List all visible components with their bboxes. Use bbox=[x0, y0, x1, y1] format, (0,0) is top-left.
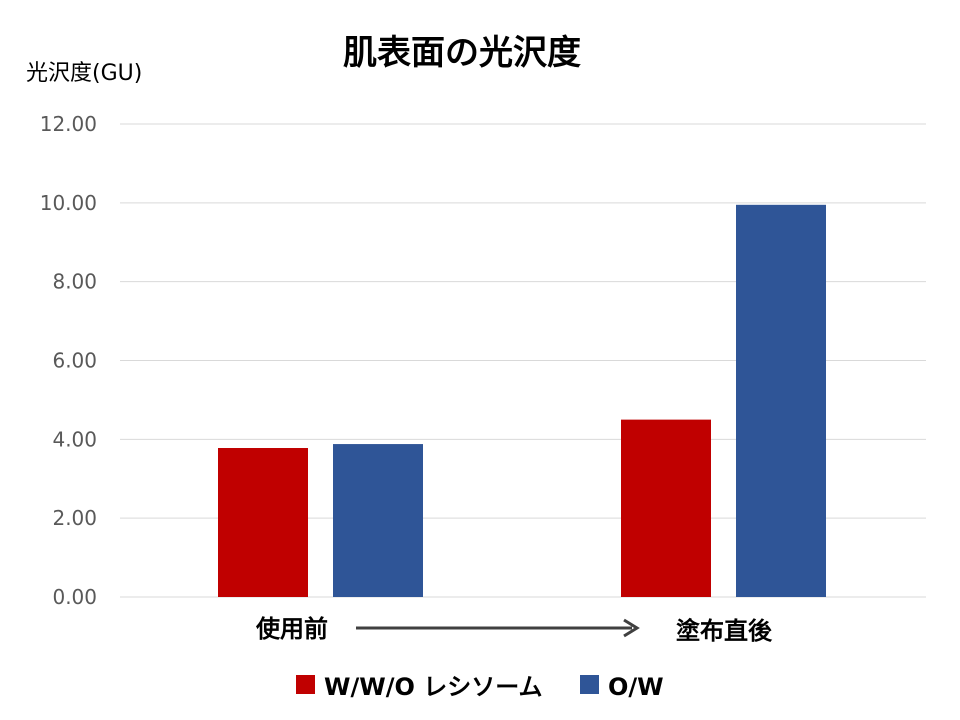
arrow-head bbox=[623, 618, 640, 638]
bar-ow-after bbox=[736, 204, 826, 597]
legend-label-wwo: W/W/O レシソーム bbox=[324, 673, 543, 701]
y-axis-label: 光沢度(GU) bbox=[26, 61, 142, 86]
category-label-before: 使用前 bbox=[255, 615, 328, 643]
bar-wwo-before bbox=[218, 448, 308, 597]
legend-swatch-ow bbox=[580, 675, 599, 694]
bars bbox=[218, 204, 826, 597]
legend: W/W/O レシソーム O/W bbox=[296, 673, 664, 701]
legend-swatch-wwo bbox=[296, 675, 315, 694]
y-tick-label: 0.00 bbox=[52, 585, 97, 609]
time-arrow bbox=[356, 618, 640, 638]
y-tick-label: 10.00 bbox=[40, 191, 97, 215]
y-tick-label: 12.00 bbox=[40, 112, 97, 136]
category-label-after: 塗布直後 bbox=[676, 617, 773, 645]
bar-ow-before bbox=[333, 444, 423, 597]
legend-label-ow: O/W bbox=[608, 673, 664, 701]
y-tick-label: 2.00 bbox=[52, 506, 97, 530]
y-tick-labels: 0.00 2.00 4.00 6.00 8.00 10.00 12.00 bbox=[40, 112, 97, 609]
chart-title: 肌表面の光沢度 bbox=[343, 33, 581, 73]
bar-wwo-after bbox=[621, 419, 711, 597]
y-tick-label: 8.00 bbox=[52, 270, 97, 294]
y-tick-label: 6.00 bbox=[52, 349, 97, 373]
category-labels: 使用前 塗布直後 bbox=[255, 615, 773, 645]
y-tick-label: 4.00 bbox=[52, 427, 97, 451]
